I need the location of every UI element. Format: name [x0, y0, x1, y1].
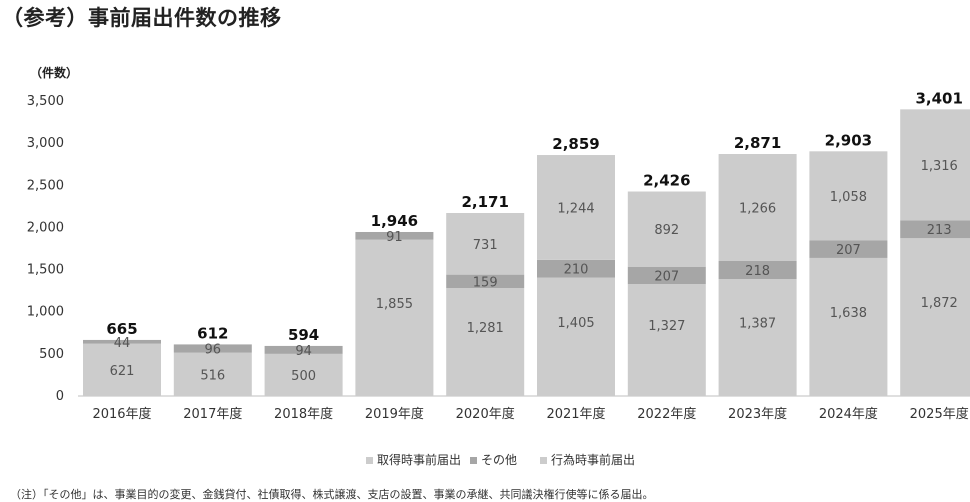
x-tick-label: 2018年度 [274, 406, 333, 422]
x-tick-label: 2019年度 [365, 406, 424, 422]
x-tick-label: 2023年度 [728, 406, 787, 422]
segment-value-label: 213 [927, 223, 952, 238]
x-tick-label: 2021年度 [546, 406, 605, 422]
x-tick-label: 2022年度 [637, 406, 696, 422]
y-tick-label: 2,500 [27, 178, 64, 193]
segment-value-label: 892 [654, 223, 679, 238]
y-tick-label: 500 [39, 347, 64, 362]
legend-label: 取得時事前届出 [377, 452, 461, 467]
total-value-label: 2,426 [643, 172, 690, 190]
bar-segment-act [900, 109, 970, 221]
segment-value-label: 621 [110, 364, 135, 379]
chart-title: （参考）事前届出件数の推移 [2, 6, 282, 30]
bar-segment-acquire [718, 279, 797, 396]
y-axis-unit-label: （件数） [30, 65, 78, 80]
legend-swatch [540, 457, 547, 464]
legend-label: 行為時事前届出 [551, 452, 635, 467]
legend-label: その他 [481, 453, 517, 467]
total-value-label: 2,171 [461, 193, 508, 211]
x-tick-label: 2024年度 [819, 406, 878, 422]
bar-segment-act [537, 155, 615, 260]
total-value-label: 3,401 [915, 89, 962, 107]
bar-segment-acquire [446, 288, 525, 396]
segment-value-label: 1,405 [557, 316, 594, 331]
bar-segment-other [264, 345, 343, 354]
y-tick-label: 3,000 [27, 136, 64, 151]
segment-value-label: 91 [386, 230, 403, 245]
bar-segment-acquire [264, 353, 343, 396]
bar-segment-other [537, 259, 615, 278]
bar-segment-other [718, 260, 797, 280]
footnote: （注）「その他」は、事業目的の変更、金銭貸付、社債取得、株式譲渡、支店の設置、事… [10, 488, 654, 501]
total-value-label: 1,946 [371, 212, 418, 230]
x-tick-label: 2025年度 [910, 406, 969, 422]
bar-segment-acquire [173, 352, 252, 396]
total-value-label: 2,871 [734, 134, 781, 152]
x-tick-label: 2020年度 [456, 406, 515, 422]
y-tick-label: 1,000 [27, 305, 64, 320]
total-value-label: 665 [106, 320, 137, 338]
segment-value-label: 94 [295, 344, 312, 359]
y-tick-label: 3,500 [27, 94, 64, 109]
bar-segment-other [900, 220, 970, 239]
y-tick-label: 0 [56, 389, 64, 404]
bar-segment-act [809, 151, 888, 241]
segment-value-label: 1,058 [830, 190, 867, 205]
x-tick-label: 2017年度 [183, 406, 242, 422]
segment-value-label: 218 [745, 264, 770, 279]
segment-value-label: 1,872 [921, 296, 958, 311]
bar-segment-acquire [809, 257, 888, 396]
y-tick-label: 1,500 [27, 263, 64, 278]
bar-segment-other [355, 231, 434, 240]
bar-segment-act [627, 191, 706, 267]
segment-value-label: 1,387 [739, 317, 776, 332]
legend-swatch [470, 457, 477, 464]
bar-segment-other [446, 274, 525, 289]
bar-segment-other [627, 266, 706, 285]
bar-segment-act [446, 213, 525, 275]
segment-value-label: 159 [473, 275, 498, 290]
segment-value-label: 1,855 [376, 297, 413, 312]
bar-segment-other [83, 339, 161, 344]
segment-value-label: 1,281 [467, 321, 504, 336]
bar-segment-other [809, 240, 888, 258]
bar-segment-acquire [355, 239, 434, 396]
segment-value-label: 731 [473, 238, 498, 253]
bar-segment-acquire [900, 238, 970, 396]
segment-value-label: 96 [205, 342, 222, 357]
bar-segment-acquire [627, 284, 706, 396]
segment-value-label: 1,266 [739, 201, 776, 216]
legend-swatch [366, 457, 373, 464]
bar-segment-act [718, 154, 797, 261]
total-value-label: 594 [288, 326, 319, 344]
segment-value-label: 1,638 [830, 306, 867, 321]
bar-segment-acquire [83, 343, 161, 396]
y-tick-label: 2,000 [27, 220, 64, 235]
segment-value-label: 1,327 [648, 319, 685, 334]
segment-value-label: 1,244 [557, 201, 594, 216]
bar-segment-acquire [537, 277, 615, 396]
segment-value-label: 500 [291, 369, 316, 384]
segment-value-label: 516 [200, 368, 225, 383]
x-tick-label: 2016年度 [92, 406, 151, 422]
segment-value-label: 207 [654, 269, 679, 284]
total-value-label: 612 [197, 324, 228, 342]
total-value-label: 2,859 [552, 135, 599, 153]
segment-value-label: 44 [114, 336, 131, 351]
total-value-label: 2,903 [825, 131, 872, 149]
segment-value-label: 1,316 [921, 159, 958, 174]
stacked-bar-chart: （件数） 0 500 1,000 1,500 2,000 2,500 3,000 3,500 20… [27, 65, 970, 467]
segment-value-label: 210 [564, 263, 589, 278]
bar-segment-other [173, 344, 252, 353]
segment-value-label: 207 [836, 243, 861, 258]
